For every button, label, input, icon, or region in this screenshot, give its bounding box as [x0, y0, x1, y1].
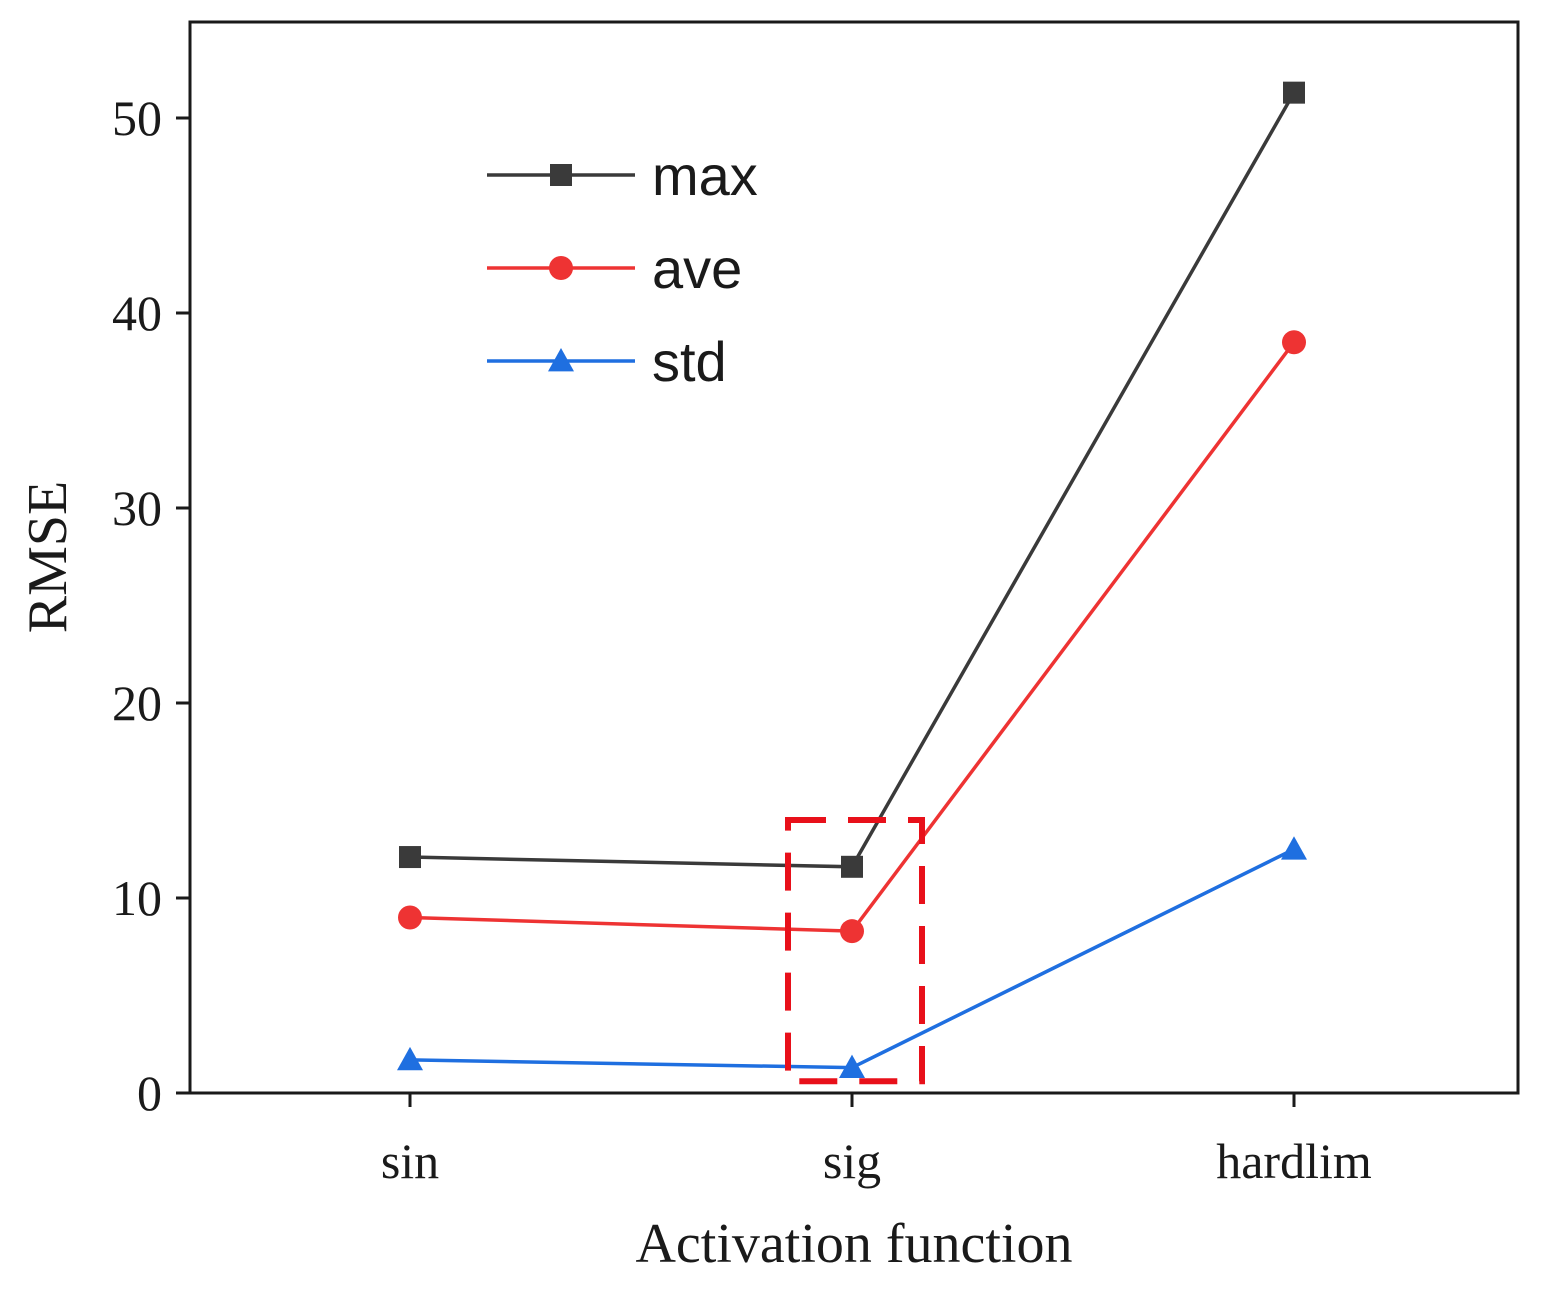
series-line-ave [409, 341, 1296, 933]
legend-item-max: max [487, 144, 758, 207]
y-tick-label: 50 [112, 90, 162, 146]
x-tick-label: hardlim [1216, 1133, 1372, 1189]
data-point-std-sig [839, 1054, 865, 1079]
data-point-std-hardlim [1281, 836, 1307, 860]
y-tick-label: 20 [112, 675, 162, 731]
series-std [397, 836, 1307, 1079]
data-point-ave-hardlim [1282, 330, 1306, 355]
legend-label-std: std [652, 330, 727, 393]
series-max [399, 81, 1305, 878]
x-axis: sin sig hardlim [381, 1093, 1372, 1189]
highlight-box-sig [785, 817, 925, 1085]
data-point-std-sin [397, 1046, 423, 1071]
data-point-ave-sig [840, 919, 864, 944]
legend-label-ave: ave [652, 237, 742, 300]
data-point-max-sig [841, 855, 863, 878]
x-tick-label: sin [381, 1133, 439, 1189]
data-point-max-sin [399, 846, 421, 869]
series-line-max [409, 91, 1296, 869]
legend-marker-std [548, 348, 574, 372]
legend-marker-max [550, 164, 572, 186]
x-axis-title: Activation function [635, 1213, 1072, 1275]
y-tick-label: 30 [112, 480, 162, 536]
y-tick-label: 0 [137, 1065, 162, 1121]
legend-label-max: max [652, 144, 758, 207]
series-line-std [409, 847, 1295, 1070]
series-layer [397, 81, 1307, 1079]
y-tick-label: 40 [112, 285, 162, 341]
x-tick-label: sig [823, 1133, 881, 1189]
legend-item-std: std [487, 330, 727, 393]
y-tick-label: 10 [112, 870, 162, 926]
plot-frame [188, 20, 1520, 1095]
legend: max ave std [487, 144, 758, 393]
legend-marker-ave [549, 256, 573, 280]
data-point-max-hardlim [1283, 81, 1305, 104]
series-ave [398, 330, 1306, 944]
data-point-ave-sin [398, 905, 422, 930]
y-axis: 0 10 20 30 40 50 [112, 90, 190, 1121]
legend-item-ave: ave [487, 237, 742, 300]
y-axis-title: RMSE [17, 481, 79, 634]
highlight-layer [785, 817, 925, 1085]
